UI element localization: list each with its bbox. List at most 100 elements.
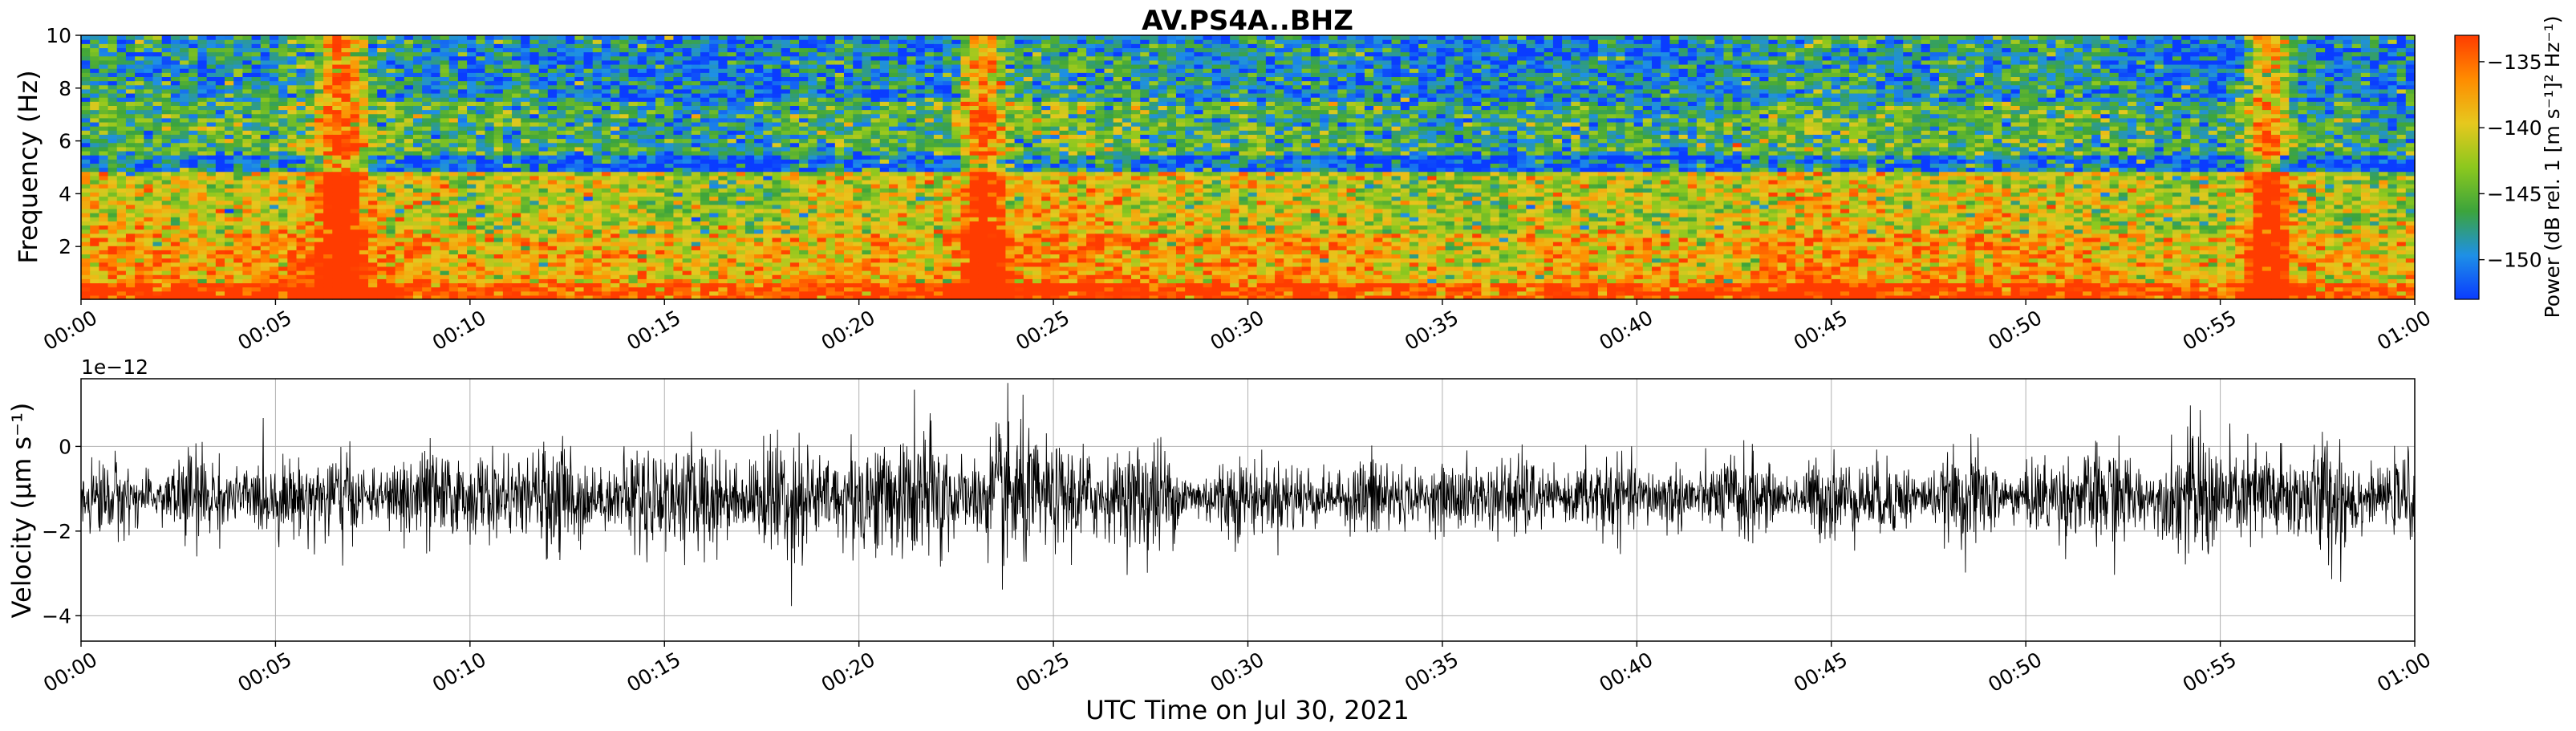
spectrogram-cell	[144, 167, 154, 173]
spectrogram-cell	[395, 39, 405, 44]
spectrogram-cell	[467, 204, 477, 209]
spectrogram-cell	[682, 286, 692, 292]
spectrogram-cell	[448, 113, 459, 119]
spectrogram-cell	[448, 76, 459, 82]
spectrogram-cell	[108, 92, 118, 98]
spectrogram-cell	[161, 105, 172, 111]
spectrogram-cell	[206, 39, 217, 44]
spectrogram-cell	[611, 266, 620, 271]
spectrogram-cell	[144, 282, 154, 288]
spectrogram-cell	[664, 270, 675, 275]
spectrogram-cell	[206, 130, 217, 135]
spectrogram-cell	[467, 266, 477, 271]
spectrogram-cell	[135, 101, 144, 106]
spectrogram-cell	[574, 43, 585, 49]
spectrogram-cell	[682, 246, 692, 250]
spectrogram-cell	[233, 175, 243, 181]
spectrogram-cell	[655, 39, 665, 44]
spectrogram-cell	[260, 47, 270, 53]
spectrogram-cell	[538, 225, 549, 230]
spectrogram-cell	[628, 109, 639, 115]
spectrogram-cell	[592, 246, 602, 250]
spectrogram-cell	[323, 208, 333, 213]
spectrogram-cell	[305, 270, 315, 275]
spectrogram-cell	[215, 39, 225, 44]
spectrogram-cell	[161, 262, 172, 267]
spectrogram-cell	[170, 270, 181, 275]
spectrogram-cell	[556, 204, 566, 209]
spectrogram-cell	[152, 68, 163, 73]
spectrogram-cell	[144, 266, 154, 271]
spectrogram-cell	[197, 221, 208, 226]
spectrogram-cell	[144, 221, 154, 226]
spectrogram-cell	[341, 221, 351, 226]
spectrogram-cell	[457, 246, 468, 250]
spectrogram-cell	[377, 200, 387, 205]
spectrogram-cell	[386, 47, 396, 53]
spectrogram-cell	[709, 290, 719, 296]
spectrogram-cell	[566, 278, 575, 284]
spectrogram-cell	[718, 274, 728, 279]
spectrogram-cell	[386, 163, 396, 169]
spectrogram-cell	[251, 179, 262, 185]
spectrogram-cell	[700, 208, 710, 213]
spectrogram-cell	[709, 105, 719, 111]
spectrogram-cell	[341, 138, 351, 144]
spectrogram-cell	[727, 179, 737, 185]
spectrogram-cell	[350, 146, 360, 152]
spectrogram-cell	[287, 184, 298, 189]
spectrogram-cell	[709, 59, 719, 65]
spectrogram-cell	[655, 142, 665, 148]
spectrogram-cell	[422, 286, 432, 292]
spectrogram-cell	[529, 92, 540, 98]
spectrogram-cell	[242, 134, 253, 140]
spectrogram-cell	[547, 246, 558, 250]
spectrogram-cell	[619, 208, 630, 213]
spectrogram-cell	[296, 233, 306, 238]
spectrogram-cell	[709, 270, 719, 275]
spectrogram-cell	[395, 121, 405, 127]
spectrogram-cell	[287, 188, 298, 193]
spectrogram-cell	[718, 171, 728, 177]
spectrogram-cell	[619, 105, 630, 111]
spectrogram-cell	[305, 72, 315, 78]
spectrogram-cell	[225, 101, 234, 106]
spectrogram-cell	[359, 208, 369, 213]
spectrogram-cell	[368, 237, 378, 242]
spectrogram-cell	[709, 134, 719, 140]
spectrogram-cell	[664, 179, 675, 185]
spectrogram-cell	[476, 233, 486, 238]
spectrogram-cell	[251, 101, 262, 106]
spectrogram-cell	[197, 63, 208, 69]
spectrogram-cell	[448, 130, 459, 135]
spectrogram-cell	[592, 233, 602, 238]
spectrogram-cell	[718, 237, 728, 242]
spectrogram-cell	[90, 39, 99, 44]
spectrogram-cell	[161, 167, 172, 173]
spectrogram-cell	[116, 250, 127, 255]
spectrogram-cell	[395, 213, 405, 217]
spectrogram-cell	[691, 146, 701, 152]
spectrogram-cell	[521, 233, 531, 238]
spectrogram-cell	[422, 250, 432, 255]
spectrogram-cell	[763, 229, 773, 234]
spectrogram-cell	[81, 290, 91, 296]
spectrogram-cell	[90, 68, 99, 73]
spectrogram-cell	[512, 35, 521, 40]
spectrogram-cell	[611, 233, 620, 238]
spectrogram-cell	[180, 217, 189, 221]
spectrogram-cell	[727, 237, 737, 242]
spectrogram-cell	[485, 109, 495, 115]
spectrogram-cell	[592, 88, 602, 94]
spectrogram-cell	[485, 282, 495, 288]
spectrogram-cell	[170, 138, 181, 144]
spectrogram-cell	[242, 84, 253, 90]
spectrogram-cell	[323, 146, 333, 152]
spectrogram-cell	[359, 290, 369, 296]
spectrogram-cell	[314, 278, 324, 284]
spectrogram-cell	[619, 109, 630, 115]
spectrogram-cell	[547, 217, 558, 221]
spectrogram-cell	[233, 63, 243, 69]
spectrogram-cell	[547, 290, 558, 296]
spectrogram-cell	[323, 55, 333, 61]
